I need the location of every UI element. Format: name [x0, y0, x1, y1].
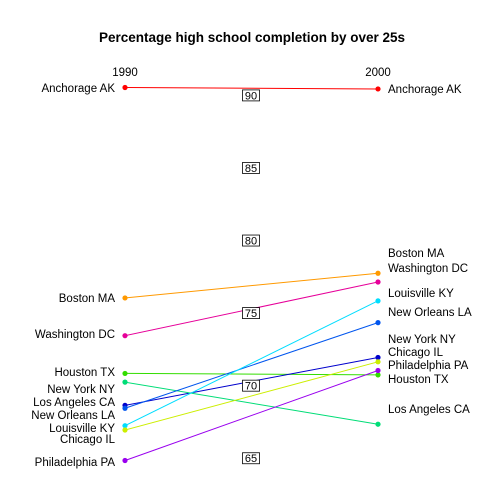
point-1990-washington-dc — [122, 333, 128, 339]
point-2000-houston-tx — [375, 372, 381, 378]
x-label-2000: 2000 — [365, 67, 391, 79]
y-ticks: 65 70 75 80 85 90 — [242, 89, 260, 465]
point-2000-los-angeles-ca — [375, 421, 381, 427]
right-label-boston-ma: Boston MA — [388, 248, 445, 260]
y-tick-box-70 — [242, 379, 260, 392]
point-1990-boston-ma — [122, 295, 128, 301]
point-2000-new-orleans-la — [375, 320, 381, 326]
y-tick-box-80 — [242, 234, 260, 247]
y-tick-label-65: 65 — [245, 453, 257, 465]
point-2000-louisville-ky — [375, 298, 381, 304]
point-2000-chicago-il — [375, 359, 381, 365]
left-label-boston-ma: Boston MA — [59, 293, 116, 305]
y-tick-label-80: 80 — [245, 236, 257, 248]
point-1990-houston-tx — [122, 370, 128, 377]
point-2000-new-york-ny — [375, 354, 381, 361]
point-2000-washington-dc — [375, 279, 381, 285]
right-label-new-orleans-la: New Orleans LA — [388, 307, 472, 319]
series-line-boston-ma — [124, 272, 379, 299]
left-label-chicago-il: Chicago IL — [60, 434, 116, 446]
right-label-los-angeles-ca: Los Angeles CA — [388, 404, 470, 416]
point-1990-chicago-il — [122, 427, 128, 433]
series-line-los-angeles-ca — [124, 381, 379, 425]
point-1990-anchorage-ak — [122, 84, 128, 91]
y-tick-box-65 — [242, 452, 260, 465]
left-label-new-orleans-la: New Orleans LA — [31, 410, 115, 422]
right-label-new-york-ny: New York NY — [388, 334, 456, 346]
left-label-los-angeles-ca: Los Angeles CA — [33, 397, 115, 409]
point-1990-new-orleans-la — [122, 405, 128, 411]
left-label-washington-dc: Washington DC — [35, 329, 115, 341]
chart-title: Percentage high school completion by ove… — [99, 30, 405, 45]
x-label-1990: 1990 — [112, 67, 138, 79]
point-2000-anchorage-ak — [375, 86, 381, 92]
left-labels: Anchorage AK Boston MA Washington DC Housto… — [31, 83, 115, 469]
series-line-houston-tx — [124, 372, 379, 376]
left-label-houston-tx: Houston TX — [54, 367, 115, 379]
series-lines — [124, 87, 379, 461]
point-2000-philadelphia-pa — [375, 367, 381, 374]
point-2000-boston-ma — [375, 270, 381, 276]
series-line-louisville-ky — [124, 300, 379, 427]
left-label-philadelphia-pa: Philadelphia PA — [35, 457, 116, 469]
right-labels: Anchorage AK Boston MA Washington DC Louisv… — [388, 84, 472, 416]
right-label-anchorage-ak: Anchorage AK — [388, 84, 462, 96]
right-label-louisville-ky: Louisville KY — [388, 288, 454, 300]
right-label-chicago-il: Chicago IL — [388, 347, 444, 359]
series-line-new-orleans-la — [124, 322, 379, 409]
series-line-philadelphia-pa — [124, 370, 379, 461]
y-tick-label-85: 85 — [245, 163, 257, 175]
y-tick-label-70: 70 — [245, 381, 257, 393]
point-1990-philadelphia-pa — [122, 457, 128, 464]
y-tick-box-75 — [242, 307, 260, 320]
series-points — [122, 84, 381, 464]
right-label-washington-dc: Washington DC — [388, 263, 468, 275]
y-tick-box-90 — [242, 89, 260, 102]
left-label-louisville-ky: Louisville KY — [49, 423, 115, 435]
y-tick-label-75: 75 — [245, 308, 257, 320]
point-1990-louisville-ky — [122, 423, 128, 429]
y-tick-box-85 — [242, 162, 260, 174]
point-1990-los-angeles-ca — [122, 379, 128, 385]
series-line-anchorage-ak — [124, 87, 379, 90]
left-label-new-york-ny: New York NY — [47, 384, 115, 396]
y-tick-label-90: 90 — [245, 90, 257, 102]
left-label-anchorage-ak: Anchorage AK — [41, 83, 115, 95]
series-line-chicago-il — [124, 361, 379, 431]
right-label-houston-tx: Houston TX — [388, 374, 449, 386]
right-label-philadelphia-pa: Philadelphia PA — [388, 360, 469, 372]
